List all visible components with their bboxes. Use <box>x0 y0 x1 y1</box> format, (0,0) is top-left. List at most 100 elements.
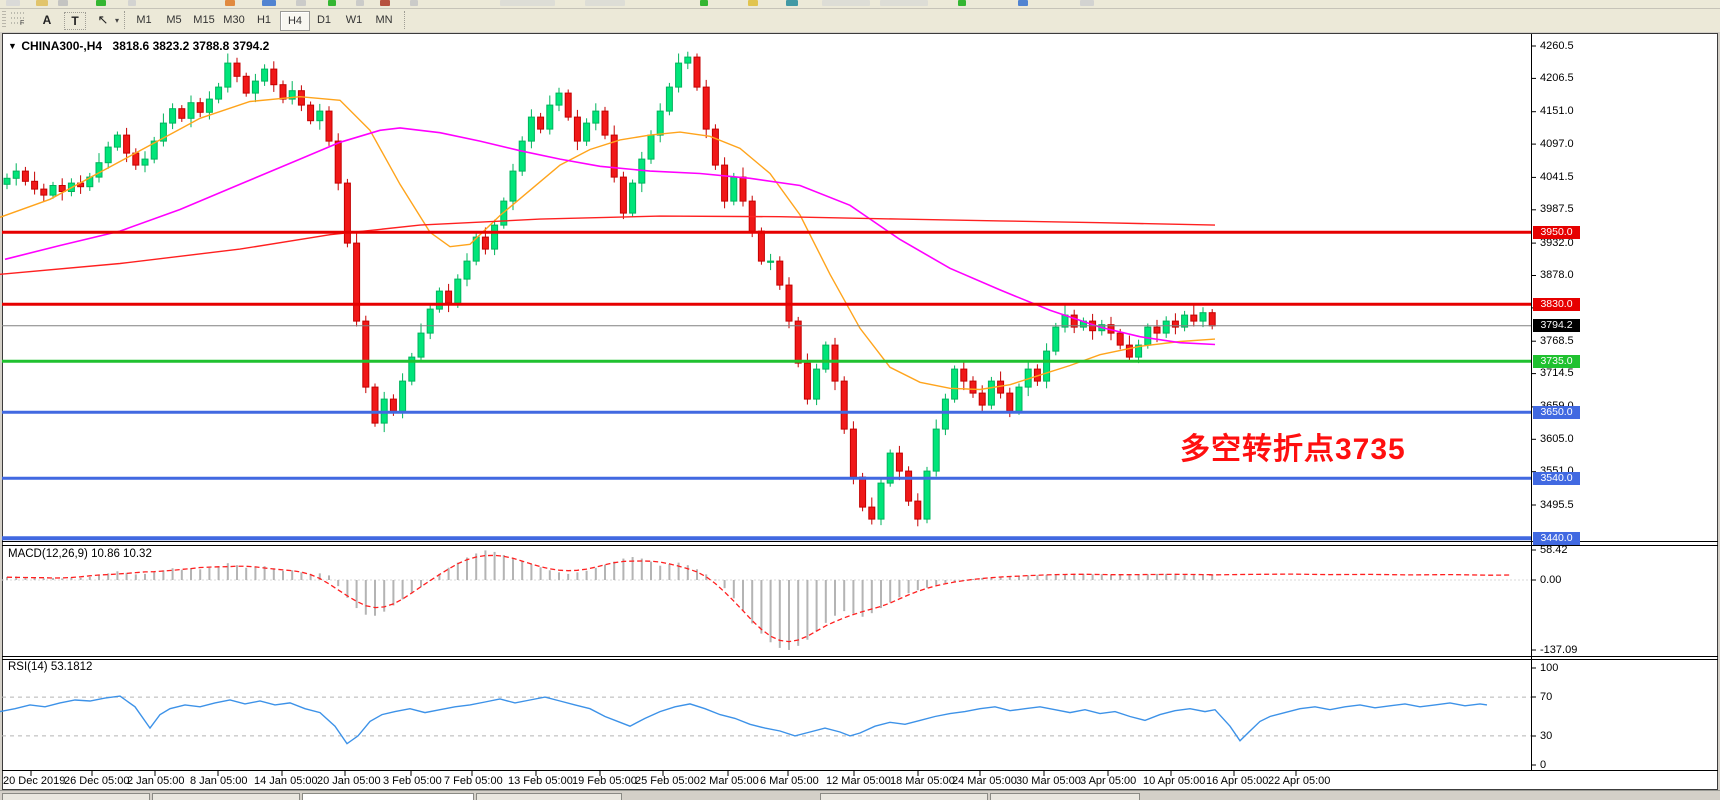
toolbar-separator <box>124 11 126 29</box>
time-axis-label: 25 Feb 05:00 <box>635 775 700 787</box>
time-axis-label: 12 Mar 05:00 <box>826 775 891 787</box>
price-axis-tick: 4260.5 <box>1540 39 1574 52</box>
rsi-axis-tick: 0 <box>1540 758 1547 771</box>
timeframe-button-h1[interactable]: H1 <box>256 14 272 26</box>
timeframe-button-m5[interactable]: M5 <box>166 14 182 26</box>
time-axis-label: 19 Feb 05:00 <box>572 775 637 787</box>
price-axis-tick: 4151.0 <box>1540 105 1574 118</box>
toolbar-grip[interactable] <box>2 11 6 29</box>
time-axis-label: 3 Apr 05:00 <box>1080 775 1137 787</box>
price-level-badge: 3735.0 <box>1533 354 1580 368</box>
time-axis-label: 24 Mar 05:00 <box>952 775 1017 787</box>
toolbar-icon-fragment[interactable] <box>380 0 390 6</box>
toolbar-icon-fragment[interactable] <box>1080 0 1094 6</box>
time-axis-label: 14 Jan 05:00 <box>254 775 318 787</box>
toolbar-icon-fragment[interactable] <box>128 0 136 6</box>
chart-title-row: ▼ CHINA300-,H4 3818.6 3823.2 3788.8 3794… <box>8 37 269 55</box>
toolbar-icon-fragment[interactable] <box>786 0 798 6</box>
chart-symbol-title: CHINA300-,H4 <box>21 39 103 53</box>
toolbar-icon-fragment[interactable] <box>96 0 106 6</box>
macd-signal-line <box>6 554 1513 643</box>
macd-axis-tick: 0.00 <box>1540 573 1562 586</box>
rsi-line <box>0 695 1488 745</box>
toolbar-icon-fragment[interactable] <box>1018 0 1028 6</box>
rsi-axis-tick: 70 <box>1540 690 1553 703</box>
macd-axis-tick: 58.42 <box>1540 543 1568 556</box>
rsi-axis-tick: 100 <box>1540 661 1559 674</box>
chart-dropdown-icon[interactable]: ▼ <box>8 41 17 51</box>
time-axis-label: 26 Dec 05:00 <box>64 775 130 787</box>
current-price-badge: 3794.2 <box>1533 319 1580 333</box>
toolbar-icon-fragment[interactable] <box>225 0 235 6</box>
time-axis-label: 2 Jan 05:00 <box>127 775 185 787</box>
rsi-label: RSI(14) 53.1812 <box>8 661 93 673</box>
toolbar-icon-fragment[interactable] <box>356 0 364 6</box>
rsi-axis-tick: 30 <box>1540 729 1553 742</box>
text-label-icon[interactable]: A <box>42 13 52 27</box>
toolbar-icon-fragment[interactable] <box>748 0 758 6</box>
ma-magenta-line <box>4 127 1216 346</box>
timeframe-button-d1[interactable]: D1 <box>316 14 332 26</box>
toolbar-icon-fragment[interactable] <box>6 0 20 6</box>
svg-text:F: F <box>20 20 24 26</box>
timeframe-button-h4[interactable]: H4 <box>280 11 310 31</box>
crosshair-grid-icon[interactable]: F <box>10 10 30 30</box>
time-axis-label: 30 Mar 05:00 <box>1016 775 1081 787</box>
timeframe-button-w1[interactable]: W1 <box>345 14 363 26</box>
toolbar-icon-fragment[interactable] <box>822 0 870 6</box>
toolbar-icon-fragment[interactable] <box>700 0 708 6</box>
time-axis-label: 2 Mar 05:00 <box>700 775 759 787</box>
arrow-tool-icon[interactable]: ↖ <box>97 12 109 27</box>
toolbar-icon-fragment[interactable] <box>958 0 966 6</box>
chart-text-annotation[interactable]: 多空转折点3735 <box>1180 433 1406 466</box>
chart-toolbar: F A T ↖ ▾ M1 M5 M15 M30 H1 H4 D1 W1 MN <box>0 9 1720 32</box>
main-price-pane[interactable] <box>0 51 1531 541</box>
top-toolbar-cropped <box>0 0 1720 9</box>
price-level-badge: 3540.0 <box>1533 471 1580 485</box>
toolbar-icon-fragment[interactable] <box>500 0 555 6</box>
terminal-cell <box>302 793 474 800</box>
price-level-badge: 3950.0 <box>1533 225 1580 239</box>
ma-red-line <box>0 215 1216 275</box>
timeframe-button-m1[interactable]: M1 <box>136 14 152 26</box>
price-axis-tick: 4041.5 <box>1540 170 1574 183</box>
toolbar-icon-fragment[interactable] <box>36 0 48 6</box>
price-level-badge: 3650.0 <box>1533 405 1580 419</box>
macd-pane[interactable] <box>2 550 1531 650</box>
terminal-cell <box>2 793 150 800</box>
price-axis-tick: 3987.5 <box>1540 203 1574 216</box>
time-axis-label: 20 Dec 2019 <box>3 775 66 787</box>
timeframe-button-mn[interactable]: MN <box>375 14 393 26</box>
price-level-badge: 3830.0 <box>1533 297 1580 311</box>
time-axis-label: 16 Apr 05:00 <box>1206 775 1269 787</box>
terminal-panel-edge[interactable] <box>0 790 1720 800</box>
terminal-cell <box>990 793 1140 800</box>
toolbar-icon-fragment[interactable] <box>410 0 418 6</box>
timeframe-button-m30[interactable]: M30 <box>223 14 245 26</box>
toolbar-icon-fragment[interactable] <box>262 0 276 6</box>
price-axis-tick: 3495.5 <box>1540 498 1574 511</box>
toolbar-icon-fragment[interactable] <box>58 0 68 6</box>
time-axis-label: 18 Mar 05:00 <box>890 775 955 787</box>
rsi-pane[interactable] <box>0 695 1531 745</box>
time-axis-label: 3 Feb 05:00 <box>383 775 442 787</box>
toolbar-icon-fragment[interactable] <box>296 0 306 6</box>
timeframe-button-m15[interactable]: M15 <box>193 14 215 26</box>
macd-axis-tick: -137.09 <box>1540 643 1578 656</box>
price-axis-tick: 4097.0 <box>1540 137 1574 150</box>
toolbar-separator <box>404 11 406 29</box>
time-axis-label: 6 Mar 05:00 <box>760 775 819 787</box>
price-axis-tick: 3932.0 <box>1540 236 1574 249</box>
price-level-badge: 3440.0 <box>1533 531 1580 545</box>
text-box-icon[interactable]: T <box>64 12 86 30</box>
chart-ohlc-values: 3818.6 3823.2 3788.8 3794.2 <box>112 39 270 53</box>
time-axis-label: 13 Feb 05:00 <box>508 775 573 787</box>
arrow-tool-dropdown-icon[interactable]: ▾ <box>114 15 119 25</box>
terminal-cell <box>820 793 988 800</box>
toolbar-icon-fragment[interactable] <box>585 0 625 6</box>
price-axis-tick: 4206.5 <box>1540 71 1574 84</box>
toolbar-icon-fragment[interactable] <box>328 0 336 6</box>
toolbar-icon-fragment[interactable] <box>880 0 928 6</box>
